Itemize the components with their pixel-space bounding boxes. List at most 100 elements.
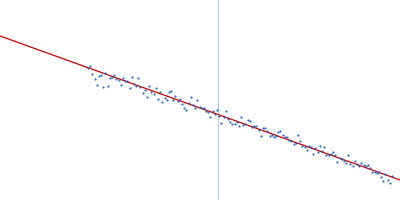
Point <box>94 83 100 86</box>
Point <box>133 85 139 88</box>
Point <box>107 76 113 79</box>
Point <box>260 127 266 130</box>
Point <box>299 144 306 148</box>
Point <box>164 99 170 102</box>
Point <box>116 78 122 81</box>
Point <box>179 103 185 106</box>
Point <box>247 119 253 122</box>
Point <box>273 135 279 138</box>
Point <box>328 152 334 156</box>
Point <box>384 179 391 182</box>
Point <box>170 98 176 101</box>
Point <box>280 134 286 137</box>
Point <box>290 143 297 146</box>
Point <box>196 105 203 109</box>
Point <box>234 121 240 124</box>
Point <box>323 154 330 157</box>
Point <box>325 154 332 157</box>
Point <box>120 77 126 80</box>
Point <box>152 87 159 90</box>
Point <box>220 115 227 118</box>
Point <box>229 122 236 126</box>
Point <box>380 179 386 182</box>
Point <box>251 125 258 128</box>
Point <box>292 141 299 144</box>
Point <box>354 162 360 166</box>
Point <box>140 91 146 94</box>
Point <box>288 140 294 143</box>
Point <box>314 151 321 154</box>
Point <box>378 175 384 179</box>
Point <box>207 115 214 119</box>
Point <box>389 174 395 177</box>
Point <box>362 165 369 168</box>
Point <box>87 64 93 67</box>
Point <box>91 77 98 80</box>
Point <box>286 139 292 142</box>
Point <box>343 161 349 165</box>
Point <box>155 97 161 100</box>
Point <box>374 172 380 175</box>
Point <box>319 150 325 153</box>
Point <box>253 124 260 127</box>
Point <box>142 88 148 91</box>
Point <box>255 128 262 131</box>
Point <box>135 77 142 80</box>
Point <box>330 150 336 154</box>
Point <box>371 171 378 174</box>
Point <box>360 164 367 167</box>
Point <box>297 139 303 143</box>
Point <box>161 96 168 99</box>
Point <box>190 103 196 106</box>
Point <box>271 135 277 138</box>
Point <box>96 75 102 78</box>
Point <box>98 73 104 76</box>
Point <box>188 95 194 98</box>
Point <box>275 130 282 133</box>
Point <box>172 95 179 98</box>
Point <box>295 134 301 137</box>
Point <box>222 110 229 113</box>
Point <box>238 116 244 119</box>
Point <box>262 127 268 130</box>
Point <box>352 160 358 163</box>
Point <box>365 163 371 167</box>
Point <box>268 133 275 136</box>
Point <box>227 120 233 124</box>
Point <box>334 160 340 163</box>
Point <box>350 164 356 168</box>
Point <box>336 156 343 159</box>
Point <box>317 144 323 148</box>
Point <box>181 107 188 110</box>
Point <box>382 173 389 176</box>
Point <box>126 87 133 90</box>
Point <box>367 167 373 170</box>
Point <box>183 108 190 111</box>
Point <box>304 148 310 151</box>
Point <box>210 109 216 112</box>
Point <box>306 144 312 147</box>
Point <box>338 157 345 161</box>
Point <box>122 79 128 82</box>
Point <box>244 118 251 122</box>
Point <box>85 66 91 70</box>
Point <box>137 85 144 88</box>
Point <box>369 171 376 174</box>
Point <box>186 101 192 104</box>
Point <box>310 152 316 156</box>
Point <box>277 130 284 133</box>
Point <box>284 135 290 138</box>
Point <box>332 153 338 156</box>
Point <box>124 79 130 82</box>
Point <box>376 170 382 173</box>
Point <box>312 146 319 149</box>
Point <box>264 129 270 132</box>
Point <box>205 110 212 114</box>
Point <box>203 109 209 112</box>
Point <box>216 115 222 118</box>
Point <box>258 135 264 138</box>
Point <box>192 107 198 110</box>
Point <box>113 77 120 80</box>
Point <box>249 126 255 129</box>
Point <box>157 90 163 93</box>
